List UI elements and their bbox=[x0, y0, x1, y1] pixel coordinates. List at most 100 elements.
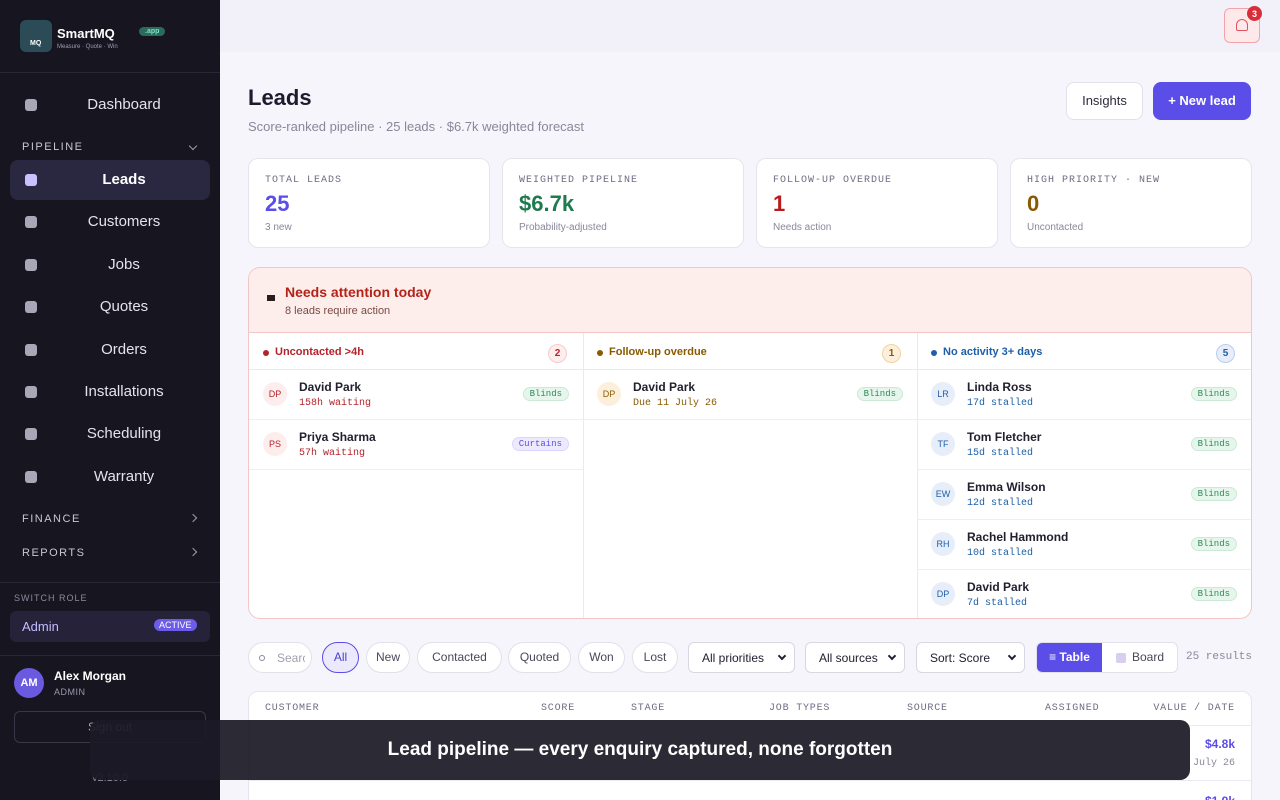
column-dot bbox=[931, 350, 937, 356]
chevron bbox=[188, 547, 198, 557]
stat-card: TOTAL LEADS 25 3 new bbox=[248, 158, 490, 248]
filter-chip[interactable]: Quoted bbox=[508, 642, 571, 673]
column-header: SOURCE bbox=[907, 703, 948, 714]
lead-item[interactable]: LR Linda Ross 17d stalled Blinds bbox=[917, 370, 1251, 420]
nav-item[interactable]: Quotes bbox=[99, 298, 149, 316]
select-label: Sort: Score bbox=[930, 651, 991, 665]
lead-avatar: PS bbox=[263, 432, 287, 456]
user-name: Alex Morgan bbox=[54, 669, 127, 683]
column-header-line bbox=[917, 369, 1251, 370]
switch-role-title: SWITCH ROLE bbox=[14, 593, 88, 603]
select-arrow bbox=[1007, 651, 1017, 661]
view-table[interactable]: ≡ Table bbox=[1037, 643, 1102, 672]
nav-icon bbox=[25, 99, 37, 111]
lead-name: Linda Ross bbox=[967, 380, 1032, 394]
search-placeholder: Search bbox=[277, 651, 305, 665]
lead-status: 7d stalled bbox=[967, 598, 1028, 609]
lead-status: 15d stalled bbox=[967, 448, 1034, 459]
filter-chip[interactable]: Contacted bbox=[417, 642, 502, 673]
column-title: No activity 3+ days bbox=[943, 346, 1043, 358]
nav-active-bg bbox=[10, 160, 210, 200]
column-header: CUSTOMER bbox=[265, 703, 320, 714]
flag-icon bbox=[267, 295, 275, 301]
nav-item[interactable]: Customers bbox=[87, 213, 161, 231]
nav-icon bbox=[25, 470, 37, 483]
attention-panel: Needs attention today 8 leads require act… bbox=[248, 267, 1252, 619]
lead-item[interactable]: EW Emma Wilson 12d stalled Blinds bbox=[917, 470, 1251, 520]
lead-name: Emma Wilson bbox=[967, 480, 1046, 494]
search-input[interactable]: Search bbox=[248, 642, 312, 673]
lead-tag: Blinds bbox=[1190, 487, 1237, 501]
nav-icon bbox=[25, 301, 37, 314]
filter-chip[interactable]: Lost bbox=[632, 642, 678, 673]
lead-tag: Blinds bbox=[856, 387, 903, 401]
nav-item[interactable]: Jobs bbox=[108, 255, 140, 273]
nav-icon bbox=[25, 174, 37, 186]
lead-item[interactable]: DP David Park 7d stalled Blinds bbox=[917, 570, 1251, 618]
lead-status: Due 11 July 26 bbox=[633, 398, 718, 409]
stat-note: Needs action bbox=[773, 222, 832, 233]
sidebar: MQ SmartMQ .app Measure · Quote · Win Dashbo… bbox=[0, 0, 220, 800]
filter-chip[interactable]: All bbox=[322, 642, 359, 673]
lead-tag: Blinds bbox=[1190, 587, 1237, 601]
row-value: $4.8k bbox=[1204, 737, 1235, 751]
column-header: VALUE / DATE bbox=[1153, 703, 1235, 714]
role-select[interactable]: Admin ACTIVE bbox=[10, 611, 210, 642]
filter-select[interactable]: All sources bbox=[805, 642, 905, 673]
lead-item[interactable]: RH Rachel Hammond 10d stalled Blinds bbox=[917, 520, 1251, 570]
select-label: All priorities bbox=[702, 651, 765, 665]
filter-select[interactable]: Sort: Score bbox=[916, 642, 1025, 673]
column-header: STAGE bbox=[631, 703, 666, 714]
new-lead-button[interactable]: + New lead bbox=[1153, 82, 1251, 120]
nav-icon bbox=[25, 258, 37, 271]
nav-section[interactable]: FINANCE bbox=[22, 513, 81, 525]
avatar: AM bbox=[14, 668, 44, 698]
lead-avatar: EW bbox=[931, 482, 955, 506]
lead-name: Priya Sharma bbox=[299, 430, 376, 444]
select-label: All sources bbox=[819, 651, 878, 665]
nav-item[interactable]: Orders bbox=[101, 340, 147, 358]
filter-chip[interactable]: New bbox=[366, 642, 410, 673]
nav-item[interactable]: Dashboard bbox=[87, 96, 161, 113]
attention-subtitle: 8 leads require action bbox=[285, 305, 391, 317]
user-role: ADMIN bbox=[54, 687, 86, 697]
nav-icon bbox=[25, 216, 37, 229]
lead-avatar: TF bbox=[931, 432, 955, 456]
bell-icon bbox=[1236, 19, 1248, 31]
column-count: 1 bbox=[882, 344, 901, 363]
nav-item[interactable]: Installations bbox=[84, 383, 164, 400]
nav-section[interactable]: PIPELINE bbox=[22, 141, 84, 153]
column-dot bbox=[263, 350, 269, 356]
column-count: 2 bbox=[548, 344, 567, 363]
lead-item[interactable]: DP David Park Due 11 July 26 Blinds bbox=[583, 370, 917, 420]
nav-icon bbox=[25, 386, 37, 398]
insights-button[interactable]: Insights bbox=[1066, 82, 1143, 120]
caption-overlay: Lead pipeline — every enquiry captured, … bbox=[90, 720, 1190, 780]
column-dot bbox=[597, 350, 603, 356]
page-title: Leads bbox=[248, 85, 312, 110]
column-count: 5 bbox=[1216, 344, 1235, 363]
lead-avatar: LR bbox=[931, 382, 955, 406]
lead-item[interactable]: DP David Park 158h waiting Blinds bbox=[249, 370, 583, 420]
brand-name: SmartMQ bbox=[57, 26, 115, 41]
column-header: ASSIGNED bbox=[1045, 703, 1100, 714]
nav-item[interactable]: Leads bbox=[102, 171, 146, 188]
stat-card: HIGH PRIORITY · NEW 0 Uncontacted bbox=[1010, 158, 1252, 248]
filter-chip[interactable]: Won bbox=[578, 642, 625, 673]
stat-label: HIGH PRIORITY · NEW bbox=[1027, 175, 1161, 186]
lead-item[interactable]: TF Tom Fletcher 15d stalled Blinds bbox=[917, 420, 1251, 470]
nav-section[interactable]: REPORTS bbox=[22, 547, 86, 559]
lead-avatar: RH bbox=[931, 532, 955, 556]
nav-icon bbox=[25, 343, 37, 356]
lead-status: 57h waiting bbox=[299, 448, 366, 459]
role-name: Admin bbox=[22, 619, 59, 634]
role-status: ACTIVE bbox=[154, 619, 197, 631]
lead-status: 17d stalled bbox=[967, 398, 1034, 409]
divider bbox=[0, 72, 220, 73]
nav-item[interactable]: Scheduling bbox=[86, 425, 162, 443]
lead-item[interactable]: PS Priya Sharma 57h waiting Curtains bbox=[249, 420, 583, 470]
view-board[interactable]: Board bbox=[1132, 650, 1165, 664]
attention-title: Needs attention today bbox=[285, 284, 432, 300]
filter-select[interactable]: All priorities bbox=[688, 642, 795, 673]
nav-item[interactable]: Warranty bbox=[93, 467, 155, 485]
